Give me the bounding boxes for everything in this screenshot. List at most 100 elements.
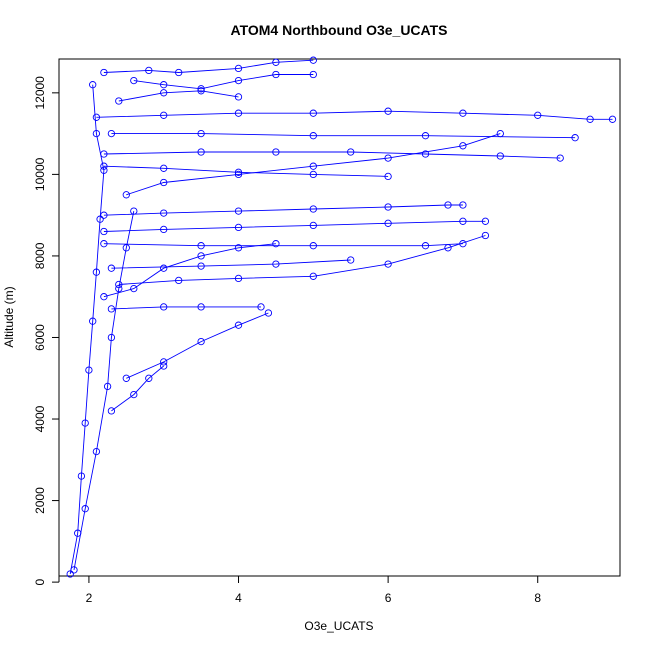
data-point (534, 111, 542, 119)
data-point (100, 211, 108, 219)
data-point (81, 505, 89, 513)
x-axis-label: O3e_UCATS (304, 619, 373, 633)
data-point (107, 305, 116, 313)
x-tick-label: 2 (86, 591, 93, 605)
y-tick-label: 10000 (33, 157, 47, 191)
plot-area (66, 56, 617, 578)
data-point (66, 570, 74, 578)
data-point (160, 81, 168, 89)
y-axis: 0 2000 4000 6000 8000 10000 12000 (33, 76, 60, 585)
data-point (107, 264, 116, 272)
data-point (85, 366, 93, 374)
data-point (100, 166, 108, 174)
series-line (103, 220, 486, 232)
data-point (197, 337, 205, 346)
data-point (309, 109, 317, 117)
series-18 (115, 87, 243, 105)
data-point (197, 303, 205, 311)
data-point (96, 215, 104, 223)
data-point (309, 170, 317, 179)
series-10 (100, 240, 467, 250)
series-line (133, 74, 314, 90)
series-1 (66, 81, 108, 578)
data-point (92, 447, 101, 456)
data-point (234, 109, 243, 117)
data-point (160, 111, 168, 119)
data-point (92, 129, 101, 138)
data-point (272, 148, 280, 156)
series-line (73, 211, 135, 570)
data-point (100, 293, 108, 301)
data-point (459, 109, 467, 117)
data-point (384, 172, 392, 181)
data-point (175, 276, 183, 285)
data-point (272, 70, 280, 79)
series-line (103, 243, 463, 247)
data-point (103, 382, 112, 391)
data-point (107, 333, 116, 342)
data-point (70, 566, 78, 574)
data-point (347, 256, 355, 264)
series-line (103, 204, 463, 216)
data-point (309, 162, 317, 170)
data-point (89, 81, 97, 89)
data-point (481, 217, 490, 225)
data-point (100, 162, 108, 170)
data-point (608, 115, 617, 123)
data-point (421, 242, 430, 250)
data-point (234, 207, 243, 215)
series-19 (100, 240, 280, 301)
data-point (272, 240, 280, 248)
data-point (197, 148, 205, 156)
data-point (160, 303, 168, 311)
data-point (130, 284, 138, 293)
data-point (77, 472, 86, 480)
data-point (100, 227, 108, 236)
data-point (459, 142, 467, 150)
data-point (197, 242, 205, 250)
series-line (111, 133, 576, 139)
data-point (160, 209, 168, 217)
data-point (115, 280, 123, 289)
series-line (111, 306, 261, 310)
series-line (96, 110, 613, 120)
data-point (92, 113, 101, 121)
data-point (89, 317, 97, 325)
data-point (122, 374, 130, 382)
data-point (145, 374, 153, 382)
data-point (444, 244, 452, 252)
series-16 (122, 129, 504, 199)
data-point (197, 252, 205, 260)
data-point (586, 115, 594, 123)
data-point (272, 260, 280, 268)
series-11 (115, 231, 490, 289)
series-line (118, 235, 486, 285)
data-point (115, 284, 123, 293)
data-point (234, 76, 243, 85)
data-point (571, 134, 579, 142)
data-point (272, 58, 280, 66)
data-point (130, 76, 138, 85)
data-point (197, 85, 205, 93)
series-line (126, 133, 501, 196)
series-line (103, 59, 314, 73)
data-point (100, 68, 108, 77)
data-point (309, 56, 317, 64)
data-point (384, 260, 392, 268)
data-point (384, 203, 392, 211)
y-tick-label: 0 (33, 578, 47, 585)
series-12 (107, 256, 355, 272)
data-point (160, 264, 168, 272)
series-6 (100, 148, 564, 162)
data-point (421, 132, 430, 140)
y-tick-label: 8000 (33, 242, 47, 269)
data-point (197, 129, 205, 138)
data-point (459, 201, 467, 209)
series-3 (100, 201, 467, 219)
series-line (111, 259, 351, 269)
data-point (234, 93, 243, 101)
data-point (160, 362, 168, 370)
series-line (103, 151, 561, 159)
data-point (160, 225, 168, 234)
